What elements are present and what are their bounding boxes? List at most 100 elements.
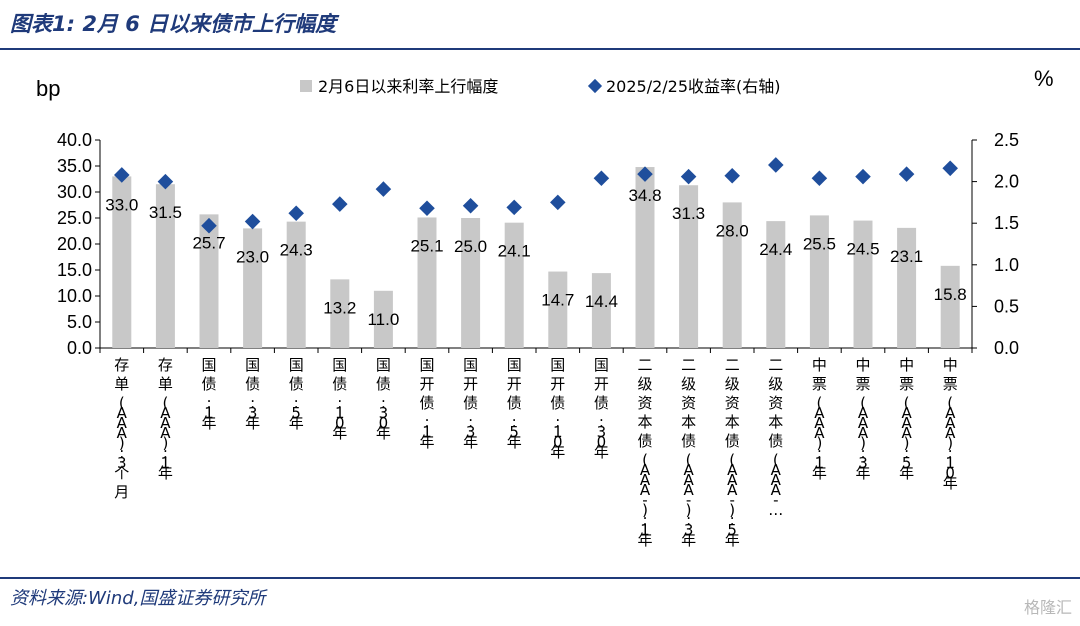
yield-marker xyxy=(680,168,697,185)
yield-marker xyxy=(768,157,784,173)
right-tick-label: 2.0 xyxy=(994,172,1019,192)
category-label: 国债: 1 年 xyxy=(201,356,216,432)
left-tick-label: 10.0 xyxy=(57,286,92,306)
bar xyxy=(853,220,873,348)
right-tick-label: 1.0 xyxy=(994,255,1019,275)
category-label: 国开债: 3 年 xyxy=(463,356,478,451)
yield-marker xyxy=(942,160,958,177)
category-label: 国债: 1 0 年 xyxy=(332,356,347,442)
bar xyxy=(155,184,175,348)
chart-axes: 0.0 5.0 10.0 15.0 20.0 25.0 30.0 35.0 40.0 0.0 0.5… xyxy=(36,66,1054,358)
yield-marker xyxy=(114,167,130,183)
category-label: 存单(A A A):1 年 xyxy=(158,356,173,482)
left-tick-label: 5.0 xyxy=(67,312,92,332)
yield-marker xyxy=(332,196,348,212)
bar-value-label: 31.3 xyxy=(672,204,705,223)
chart-legend: 2月6日以来利率上行幅度 2025/2/25收益率(右轴) xyxy=(300,77,781,96)
bar-value-label: 25.7 xyxy=(192,233,225,252)
right-tick-label: 0.5 xyxy=(994,296,1019,316)
yield-marker xyxy=(419,200,435,217)
category-label: 国债: 3 0 年 xyxy=(376,356,391,442)
left-tick-label: 0.0 xyxy=(67,338,92,358)
bar-value-label: 31.5 xyxy=(149,203,182,222)
category-label: 中票(A A A):1 0 年 xyxy=(943,356,958,492)
chart: 2月6日以来利率上行幅度 2025/2/25收益率(右轴) 0.0 5.0 10.0 1… xyxy=(36,66,1054,549)
left-tick-label: 20.0 xyxy=(57,234,92,254)
left-tick-label: 30.0 xyxy=(57,182,92,202)
bar xyxy=(635,167,655,348)
category-labels: 存单(A A A):3 个月 存单(A A A):1 年 国债: 1 年 国债: 3 年 国债: 5 年 国债: 1… xyxy=(114,356,957,549)
bar xyxy=(722,202,742,348)
yield-marker xyxy=(506,199,522,216)
bar-value-label: 13.2 xyxy=(323,298,356,317)
bar-value-label: 14.7 xyxy=(541,291,574,310)
category-label: 中票(A A A):3 年 xyxy=(855,356,870,482)
bar xyxy=(417,217,437,348)
bar xyxy=(766,221,786,348)
yield-marker xyxy=(201,217,217,234)
bar xyxy=(809,215,829,348)
bar xyxy=(679,185,699,348)
category-label: 二级资本债(A A A -… xyxy=(768,356,783,519)
yield-marker xyxy=(157,173,174,190)
bar-value-label: 33.0 xyxy=(105,195,138,214)
right-tick-label: 2.5 xyxy=(994,130,1019,150)
bar xyxy=(504,222,524,348)
right-tick-label: 1.5 xyxy=(994,213,1019,233)
left-tick-label: 35.0 xyxy=(57,156,92,176)
category-label: 国债: 3 年 xyxy=(245,356,260,432)
bar xyxy=(591,273,611,348)
bar-value-label: 25.5 xyxy=(803,234,836,253)
bar-value-label: 28.0 xyxy=(716,221,749,240)
marker-series xyxy=(114,157,958,234)
category-label: 二级资本债(A A A -):1 年 xyxy=(637,356,652,549)
bar-value-label: 24.3 xyxy=(280,241,313,260)
bar-series xyxy=(112,167,960,348)
bar-value-label: 15.8 xyxy=(934,285,967,304)
legend-marker-swatch xyxy=(587,78,603,94)
left-tick-label: 40.0 xyxy=(57,130,92,150)
yield-marker xyxy=(637,166,653,182)
yield-marker xyxy=(550,194,566,211)
legend-bar-swatch xyxy=(300,80,312,92)
right-axis-unit: % xyxy=(1034,66,1054,91)
yield-marker xyxy=(898,166,915,182)
yield-marker xyxy=(724,167,740,184)
category-label: 国开债: 1 0 年 xyxy=(550,356,565,461)
category-label: 中票(A A A):1 年 xyxy=(812,356,827,482)
category-label: 二级资本债(A A A -):5 年 xyxy=(725,356,740,549)
left-tick-label: 25.0 xyxy=(57,208,92,228)
legend-bar-label: 2月6日以来利率上行幅度 xyxy=(318,77,498,96)
bar xyxy=(286,221,306,348)
data-labels: 33.0 31.5 25.7 23.0 24.3 13.2 11.0 25.1 25.0 24.1… xyxy=(105,186,966,329)
category-label: 存单(A A A):3 个月 xyxy=(114,356,129,501)
bar xyxy=(373,290,393,348)
category-label: 国开债: 5 年 xyxy=(507,356,522,451)
source-note: 资料来源:Wind,国盛证券研究所 xyxy=(10,588,266,609)
bar xyxy=(548,271,568,348)
bar-value-label: 24.1 xyxy=(498,242,531,261)
footer-rule xyxy=(0,577,1080,579)
bar xyxy=(461,218,481,348)
bar xyxy=(243,228,263,348)
bar-value-label: 34.8 xyxy=(628,186,661,205)
bar xyxy=(112,176,132,348)
yield-marker xyxy=(462,197,479,214)
category-label: 国开债: 1 年 xyxy=(419,356,434,451)
bar-value-label: 25.1 xyxy=(410,236,443,255)
category-label: 国债: 5 年 xyxy=(289,356,304,432)
watermark: 格隆汇 xyxy=(1023,598,1072,617)
bar-value-label: 11.0 xyxy=(367,310,399,329)
figure-title: 图表1: 2月 6 日以来债市上行幅度 xyxy=(10,12,337,36)
category-label: 国开债: 3 0 年 xyxy=(594,356,609,461)
bar-value-label: 24.4 xyxy=(759,240,792,259)
yield-marker xyxy=(375,181,392,197)
yield-marker xyxy=(855,168,871,185)
yield-marker xyxy=(811,170,828,187)
bar-value-label: 23.0 xyxy=(236,247,269,266)
left-tick-label: 15.0 xyxy=(57,260,92,280)
yield-marker xyxy=(288,205,304,221)
right-tick-label: 0.0 xyxy=(994,338,1019,358)
category-label: 中票(A A A):5 年 xyxy=(899,356,914,482)
legend-marker-label: 2025/2/25收益率(右轴) xyxy=(606,77,781,96)
